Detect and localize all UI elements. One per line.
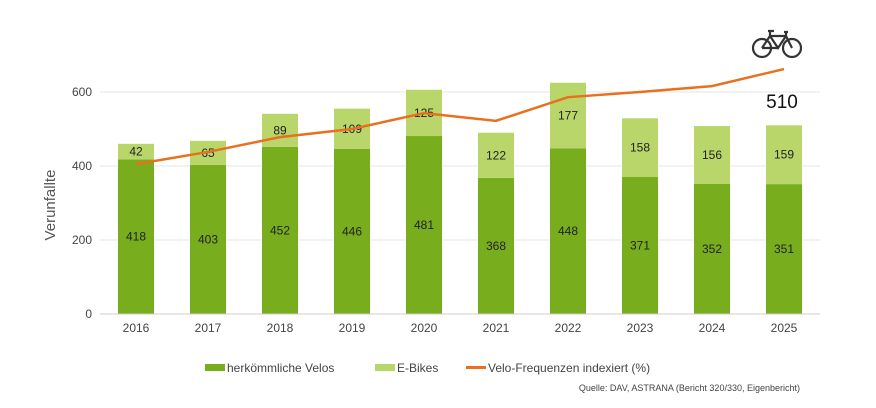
legend-swatch [205, 364, 225, 371]
y-tick-label: 600 [72, 85, 92, 99]
data-label: 418 [126, 230, 146, 244]
data-label: 446 [342, 224, 362, 238]
x-tick-label: 2020 [411, 321, 438, 335]
bar-e-bikes [766, 125, 802, 185]
data-label: 122 [486, 148, 506, 162]
bar-e-bikes [262, 113, 298, 147]
bar-herkoemmliche-velos [334, 148, 370, 314]
data-label: 352 [702, 242, 722, 256]
data-label: 159 [774, 148, 794, 162]
legend-swatch [375, 364, 395, 371]
data-label: 177 [558, 108, 578, 122]
x-tick-label: 2017 [195, 321, 222, 335]
bar-herkoemmliche-velos [190, 164, 226, 314]
bar-herkoemmliche-velos [622, 176, 658, 314]
source-note: Quelle: DAV, ASTRANA (Bericht 320/330, E… [579, 383, 800, 393]
bar-e-bikes [550, 82, 586, 149]
data-label: 42 [129, 145, 143, 159]
x-tick-label: 2018 [267, 321, 294, 335]
bar-e-bikes [478, 132, 514, 178]
line-series [135, 67, 785, 166]
legend: herkömmliche Velos E-Bikes Velo-Frequenzen… [205, 361, 650, 375]
bar-herkoemmliche-velos [694, 183, 730, 314]
x-tick-label: 2022 [555, 321, 582, 335]
data-label: 371 [630, 238, 650, 252]
legend-label: Velo-Frequenzen indexiert (%) [488, 361, 650, 375]
bar-herkoemmliche-velos [262, 146, 298, 314]
y-tick-label: 400 [72, 159, 92, 173]
bars: 4184240365452894461094811253681224481773… [118, 82, 802, 314]
data-label: 368 [486, 239, 506, 253]
axes: 0 200 400 600 2016 2017 2018 2019 2020 2021 2022 20… [72, 85, 820, 335]
bar-herkoemmliche-velos [118, 159, 154, 314]
data-label: 89 [273, 123, 287, 137]
data-label: 481 [414, 218, 434, 232]
x-tick-label: 2021 [483, 321, 510, 335]
bar-herkoemmliche-velos [406, 136, 442, 314]
data-label: 452 [270, 223, 290, 237]
data-label: 403 [198, 232, 218, 246]
bar-e-bikes [118, 143, 154, 160]
bicycle-icon [751, 29, 803, 59]
annotation-total: 510 [766, 92, 798, 113]
x-tick-label: 2023 [627, 321, 654, 335]
bar-herkoemmliche-velos [766, 184, 802, 314]
x-tick-label: 2019 [339, 321, 366, 335]
y-tick-label: 0 [85, 307, 92, 321]
x-tick-label: 2024 [699, 321, 726, 335]
data-label: 448 [558, 224, 578, 238]
data-label: 351 [774, 242, 794, 256]
y-tick-label: 200 [72, 233, 92, 247]
x-tick-label: 2025 [771, 321, 798, 335]
data-label: 158 [630, 141, 650, 155]
bar-e-bikes [694, 126, 730, 184]
legend-label: E-Bikes [397, 361, 438, 375]
bar-e-bikes [622, 118, 658, 177]
y-axis-label: Verunfallte [42, 170, 59, 241]
line-velo-frequenzen [135, 67, 785, 166]
x-tick-label: 2016 [123, 321, 150, 335]
legend-label: herkömmliche Velos [227, 361, 334, 375]
bar-herkoemmliche-velos [550, 148, 586, 314]
legend-swatch [466, 366, 486, 369]
data-label: 156 [702, 148, 722, 162]
bar-herkoemmliche-velos [478, 177, 514, 314]
